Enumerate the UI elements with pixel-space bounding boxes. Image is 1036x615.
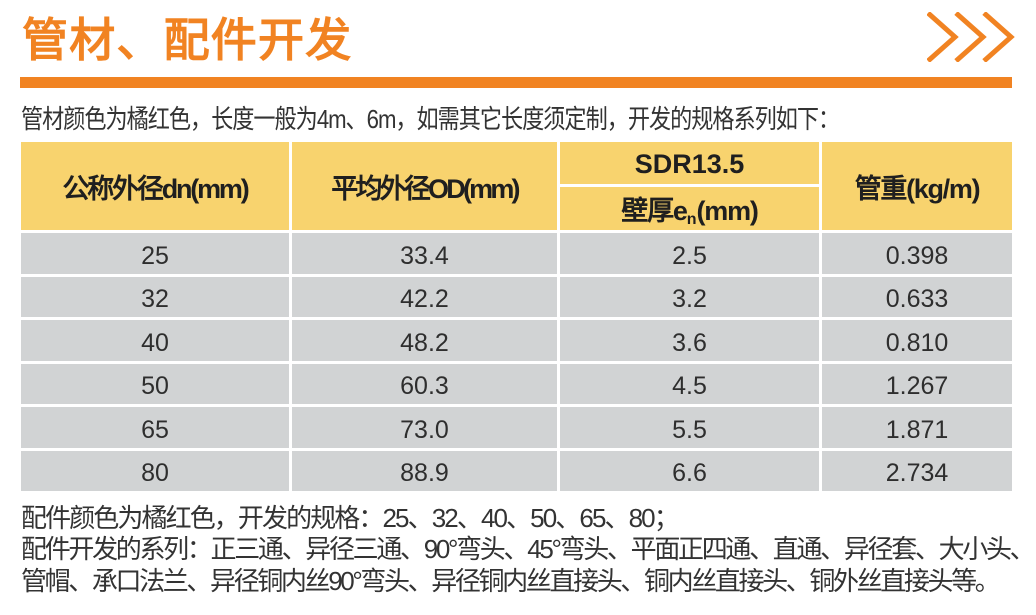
cell-weight: 0.810 [822, 320, 1012, 361]
table-row: 65 73.0 5.5 1.871 [21, 407, 1012, 448]
header-pipe-weight: 管重(kg/m) [822, 142, 1012, 230]
cell-dn: 65 [21, 407, 289, 448]
cell-wall: 2.5 [560, 233, 819, 274]
cell-wall: 6.6 [560, 450, 819, 491]
fittings-series-line-1: 配件开发的系列：正三通、异径三通、90°弯头、45°弯头、平面正四通、直通、异径… [21, 534, 1036, 565]
cell-wall: 4.5 [560, 363, 819, 404]
cell-wall: 5.5 [560, 407, 819, 448]
triple-chevron-right-icon [927, 12, 1015, 62]
title-divider [20, 77, 1012, 88]
cell-od: 73.0 [292, 407, 557, 448]
footer-text: 配件颜色为橘红色，开发的规格：25、32、40、50、65、80； 配件开发的系… [21, 503, 1036, 597]
header-sdr-group: SDR13.5 [560, 142, 819, 184]
cell-weight: 1.871 [822, 407, 1012, 448]
cell-od: 88.9 [292, 450, 557, 491]
cell-dn: 80 [21, 450, 289, 491]
header-wall-thickness: 壁厚en(mm) [560, 187, 819, 230]
cell-dn: 50 [21, 363, 289, 404]
table-row: 32 42.2 3.2 0.633 [21, 276, 1012, 317]
table-row: 25 33.4 2.5 0.398 [21, 233, 1012, 274]
pipe-spec-table: 公称外径dn(mm) 平均外径OD(mm) SDR13.5 管重(kg/m) 壁… [18, 139, 1015, 494]
cell-weight: 2.734 [822, 450, 1012, 491]
cell-weight: 0.398 [822, 233, 1012, 274]
cell-weight: 0.633 [822, 276, 1012, 317]
table-row: 50 60.3 4.5 1.267 [21, 363, 1012, 404]
header-average-outer-diameter: 平均外径OD(mm) [292, 142, 557, 230]
cell-dn: 25 [21, 233, 289, 274]
fittings-series-line-2: 管帽、承口法兰、异径铜内丝90°弯头、异径铜内丝直接头、铜内丝直接头、铜外丝直接… [21, 565, 1001, 596]
cell-od: 48.2 [292, 320, 557, 361]
page-title: 管材、配件开发 [22, 14, 353, 66]
table-row: 40 48.2 3.6 0.810 [21, 320, 1012, 361]
cell-od: 33.4 [292, 233, 557, 274]
fittings-spec-line: 配件颜色为橘红色，开发的规格：25、32、40、50、65、80； [21, 503, 680, 533]
cell-dn: 32 [21, 276, 289, 317]
cell-od: 42.2 [292, 276, 557, 317]
cell-od: 60.3 [292, 363, 557, 404]
cell-wall: 3.2 [560, 276, 819, 317]
table-row: 80 88.9 6.6 2.734 [21, 450, 1012, 491]
cell-dn: 40 [21, 320, 289, 361]
intro-text: 管材颜色为橘红色，长度一般为4m、6m，如需其它长度须定制，开发的规格系列如下： [21, 104, 840, 134]
header-nominal-outer-diameter: 公称外径dn(mm) [21, 142, 289, 230]
cell-wall: 3.6 [560, 320, 819, 361]
cell-weight: 1.267 [822, 363, 1012, 404]
